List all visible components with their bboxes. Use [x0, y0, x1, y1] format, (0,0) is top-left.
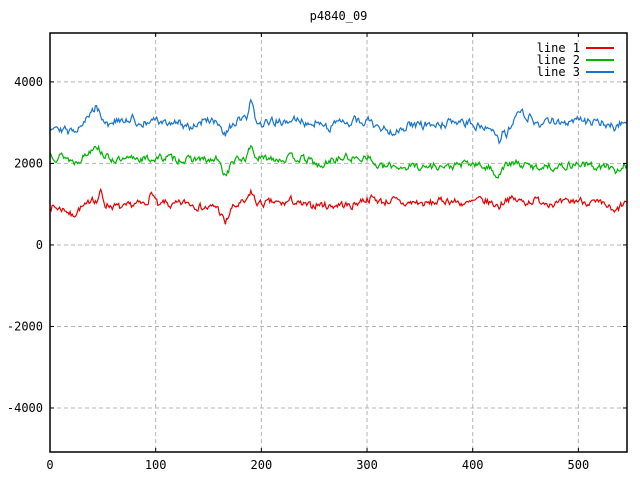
svg-text:2000: 2000	[14, 156, 43, 170]
legend-line-sample-red	[586, 47, 614, 49]
svg-text:400: 400	[462, 458, 484, 472]
svg-text:-2000: -2000	[7, 319, 43, 333]
legend-line-sample-blue	[586, 71, 614, 73]
legend-item-line3: line 3	[528, 66, 614, 78]
svg-text:500: 500	[568, 458, 590, 472]
svg-text:300: 300	[356, 458, 378, 472]
legend: line 1 line 2 line 3	[528, 42, 614, 78]
svg-text:0: 0	[36, 238, 43, 252]
svg-text:100: 100	[145, 458, 167, 472]
legend-item-line2: line 2	[528, 54, 614, 66]
chart-title: p4840_09	[309, 9, 368, 23]
svg-text:-4000: -4000	[7, 401, 43, 415]
svg-text:200: 200	[251, 458, 273, 472]
legend-label-line2: line 2	[536, 53, 580, 67]
legend-line-sample-green	[586, 59, 614, 61]
svg-text:0: 0	[46, 458, 53, 472]
legend-item-line1: line 1	[528, 42, 614, 54]
legend-label-line1: line 1	[536, 41, 580, 55]
legend-label-line3: line 3	[536, 65, 580, 79]
svg-text:4000: 4000	[14, 75, 43, 89]
